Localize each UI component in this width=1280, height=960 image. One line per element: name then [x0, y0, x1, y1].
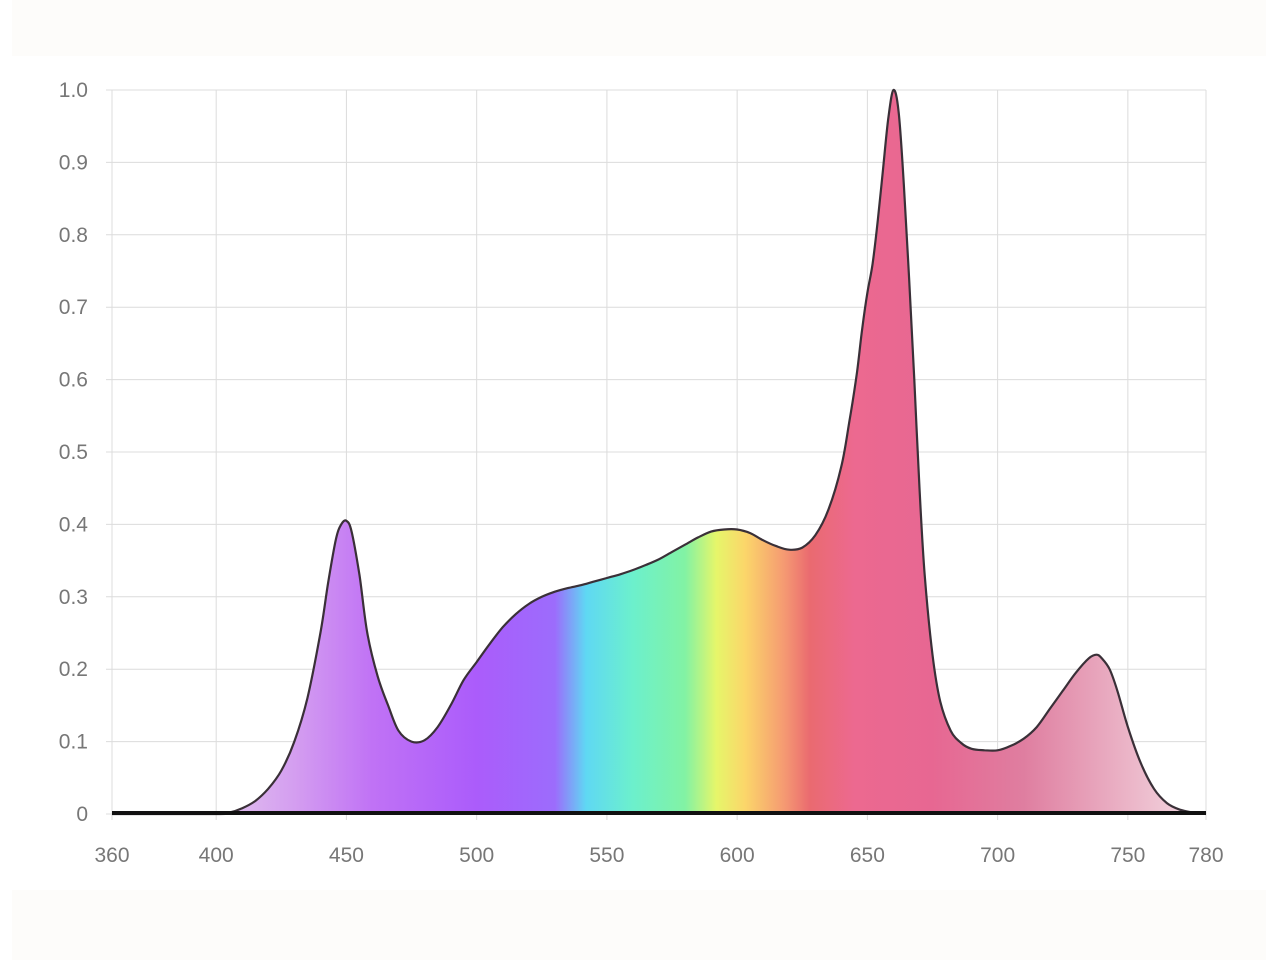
spectrum-area [112, 90, 1206, 815]
y-tick-label: 0.8 [59, 224, 88, 247]
x-tick-label: 400 [199, 844, 234, 867]
x-axis-ticks: 360 400 450 500 550 600 650 700 750 780 [94, 844, 1223, 867]
y-tick-label: 0.1 [59, 731, 88, 754]
y-tick-label: 1.0 [59, 79, 88, 102]
y-tick-label: 0.6 [59, 369, 88, 392]
y-tick-label: 0.2 [59, 658, 88, 681]
x-tick-label: 450 [329, 844, 364, 867]
y-axis-ticks: 0 0.1 0.2 0.3 0.4 0.5 0.6 0.7 0.8 0.9 1.0 [59, 79, 89, 826]
y-tick-label: 0.7 [59, 296, 88, 319]
top-band [12, 0, 1266, 56]
y-tick-label: 0.3 [59, 586, 88, 609]
spectrum-outline [111, 88, 1207, 816]
y-tick-label: 0.5 [59, 441, 88, 464]
x-tick-label: 360 [94, 844, 129, 867]
x-tick-label: 700 [980, 844, 1015, 867]
y-tick-label: 0 [76, 803, 88, 826]
x-tick-label: 600 [720, 844, 755, 867]
y-tick-label: 0.9 [59, 151, 88, 174]
x-tick-label: 500 [459, 844, 494, 867]
x-tick-label: 780 [1188, 844, 1223, 867]
bottom-band [12, 890, 1266, 960]
y-tick-label: 0.4 [59, 513, 89, 536]
x-tick-label: 550 [589, 844, 624, 867]
x-tick-label: 750 [1110, 844, 1145, 867]
x-tick-label: 650 [850, 844, 885, 867]
